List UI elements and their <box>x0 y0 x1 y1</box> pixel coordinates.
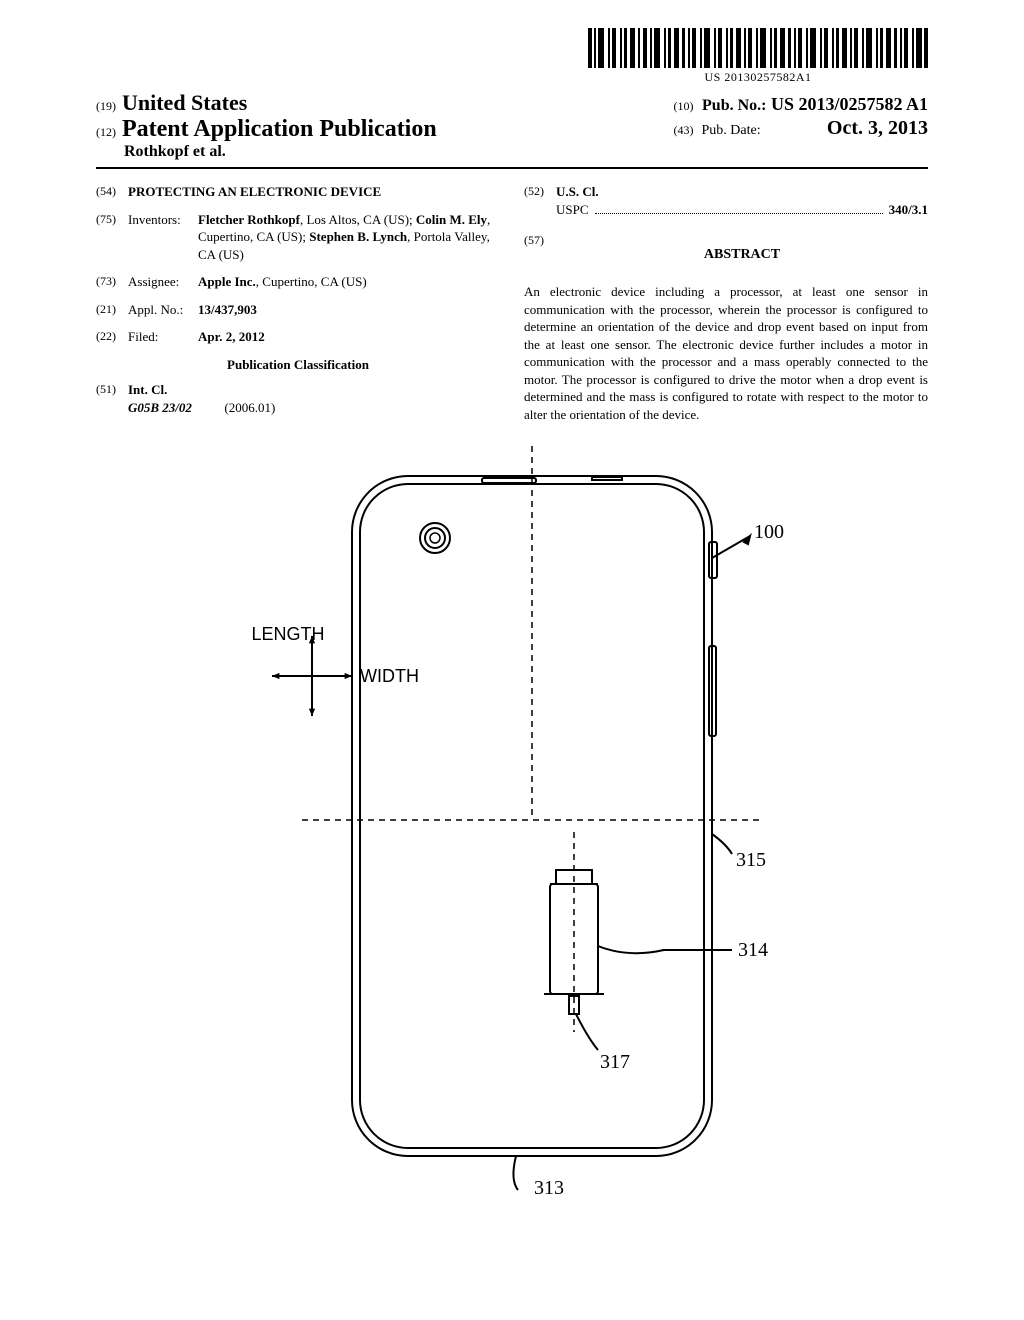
header-country: United States <box>122 90 247 115</box>
svg-text:100: 100 <box>754 521 784 543</box>
header-authors: Rothkopf et al. <box>124 143 437 161</box>
doc-header: (19) United States (12) Patent Application… <box>96 90 928 169</box>
inventors-label: Inventors: <box>128 211 198 264</box>
header-prefix-19: (19) <box>96 99 116 113</box>
pubdate-label: Pub. Date: <box>702 123 761 138</box>
applno-value: 13/437,903 <box>198 301 500 319</box>
field-num-21: (21) <box>96 301 128 319</box>
pubno-prefix: (10) <box>674 99 694 113</box>
uspc-value: 340/3.1 <box>889 201 928 219</box>
pubno-label: Pub. No.: <box>702 97 766 114</box>
field-num-22: (22) <box>96 328 128 346</box>
uscl-block: U.S. Cl. USPC 340/3.1 <box>556 183 928 218</box>
pubno-value: US 2013/0257582 A1 <box>771 94 928 114</box>
pubdate-value: Oct. 3, 2013 <box>827 117 928 140</box>
field-num-54: (54) <box>96 183 128 201</box>
svg-text:315: 315 <box>736 849 766 871</box>
field-num-52: (52) <box>524 183 556 218</box>
header-prefix-12: (12) <box>96 125 116 139</box>
applno-label: Appl. No.: <box>128 301 198 319</box>
uspc-leader-dots <box>595 202 883 214</box>
patent-figure: LENGTH WIDTH 100 315 314 317 313 <box>96 446 928 1211</box>
barcode-block: US 20130257582A1 <box>96 28 928 86</box>
abstract-heading: ABSTRACT <box>556 246 928 265</box>
intcl-edition: (2006.01) <box>224 400 275 415</box>
svg-text:317: 317 <box>600 1051 630 1073</box>
field-num-73: (73) <box>96 273 128 291</box>
abstract-text: An electronic device including a process… <box>524 283 928 423</box>
pubdate-prefix: (43) <box>674 123 694 137</box>
bibliographic-block: (54) PROTECTING AN ELECTRONIC DEVICE (75… <box>96 183 928 426</box>
pubclass-heading: Publication Classification <box>96 356 500 374</box>
barcode: US 20130257582A1 <box>588 28 928 85</box>
intcl-label: Int. Cl. <box>128 382 167 397</box>
svg-text:313: 313 <box>534 1177 564 1199</box>
assignee-label: Assignee: <box>128 273 198 291</box>
svg-text:LENGTH: LENGTH <box>251 624 324 644</box>
svg-text:314: 314 <box>738 939 768 961</box>
field-num-75: (75) <box>96 211 128 264</box>
inventors-list: Fletcher Rothkopf, Los Altos, CA (US); C… <box>198 211 500 264</box>
barcode-number: US 20130257582A1 <box>588 70 928 85</box>
field-num-51: (51) <box>96 381 128 416</box>
figure-svg: LENGTH WIDTH 100 315 314 317 313 <box>192 446 832 1206</box>
uscl-label: U.S. Cl. <box>556 184 599 199</box>
filed-value: Apr. 2, 2012 <box>198 328 500 346</box>
intcl-block: Int. Cl. G05B 23/02 (2006.01) <box>128 381 500 416</box>
field-num-57: (57) <box>524 232 556 273</box>
assignee-value: Apple Inc., Cupertino, CA (US) <box>198 273 500 291</box>
intcl-code: G05B 23/02 <box>128 400 192 415</box>
invention-title: PROTECTING AN ELECTRONIC DEVICE <box>128 183 500 201</box>
header-doctype: Patent Application Publication <box>122 116 437 142</box>
uspc-label: USPC <box>556 201 589 219</box>
svg-text:WIDTH: WIDTH <box>360 666 419 686</box>
filed-label: Filed: <box>128 328 198 346</box>
